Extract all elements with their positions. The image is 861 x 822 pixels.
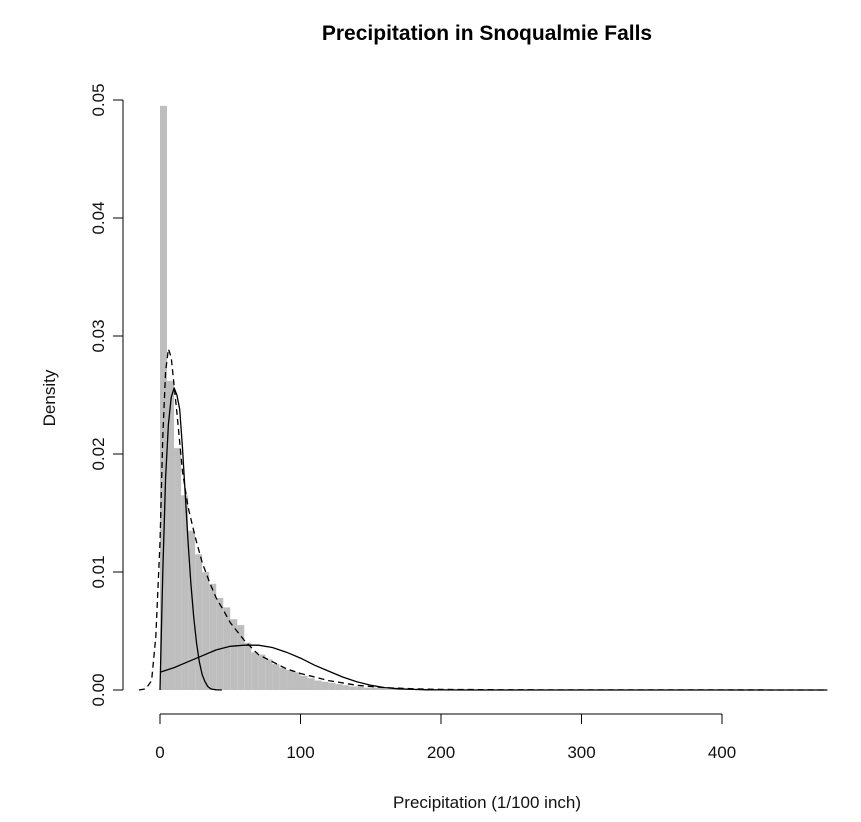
histogram-bar (244, 642, 252, 690)
histogram-bars (160, 105, 800, 691)
histogram-bar (230, 619, 238, 690)
histogram-bar (251, 652, 259, 690)
histogram-bar (363, 687, 371, 690)
histogram-bar (356, 686, 364, 690)
axes: 0.00 0.01 0.02 0.03 0.04 0.05 0 100 200 300 400 (89, 83, 736, 762)
histogram-bar (272, 664, 280, 690)
y-axis-label: Density (40, 369, 59, 426)
y-tick-label: 0.02 (89, 437, 108, 470)
histogram-bar (209, 583, 217, 690)
histogram-bar (307, 678, 315, 690)
density-curve-solid-2 (159, 644, 828, 691)
histogram-bar (265, 659, 273, 690)
histogram-bar (188, 530, 196, 690)
histogram-bar (223, 607, 231, 690)
density-curve-dashed (138, 348, 828, 691)
histogram-bar (174, 448, 182, 690)
histogram-bar (293, 672, 301, 690)
histogram-bar (328, 682, 336, 690)
histogram-bar (391, 688, 399, 690)
histogram-bar (195, 554, 203, 690)
histogram-bar (181, 495, 189, 690)
histogram-bar (160, 105, 168, 690)
histogram-bar (349, 686, 357, 690)
histogram-bar (335, 684, 343, 690)
x-tick-label: 100 (286, 743, 314, 762)
chart-title: Precipitation in Snoqualmie Falls (322, 22, 652, 45)
histogram-bar (167, 380, 175, 690)
x-axis-label: Precipitation (1/100 inch) (393, 793, 581, 812)
histogram-bar (342, 685, 350, 690)
histogram-bar (286, 669, 294, 690)
y-tick-label: 0.01 (89, 555, 108, 588)
x-tick-label: 300 (567, 743, 595, 762)
x-tick-label: 200 (427, 743, 455, 762)
histogram-bar (279, 667, 287, 690)
histogram-bar (314, 680, 322, 690)
x-tick-label: 0 (155, 743, 164, 762)
histogram-bar (216, 597, 224, 690)
y-tick-label: 0.03 (89, 319, 108, 352)
histogram-bar (384, 688, 392, 690)
histogram-bar (202, 572, 210, 690)
histogram-bar (377, 687, 385, 690)
y-tick-label: 0.00 (89, 673, 108, 706)
histogram-bar (258, 654, 266, 690)
y-tick-label: 0.05 (89, 83, 108, 116)
density-curve-solid-1 (159, 387, 222, 691)
histogram-bar (370, 687, 378, 690)
histogram-bar (237, 625, 245, 690)
histogram-bar (300, 675, 308, 690)
histogram-bar (321, 681, 329, 690)
density-curves (138, 348, 828, 691)
y-tick-label: 0.04 (89, 201, 108, 234)
x-tick-label: 400 (708, 743, 736, 762)
